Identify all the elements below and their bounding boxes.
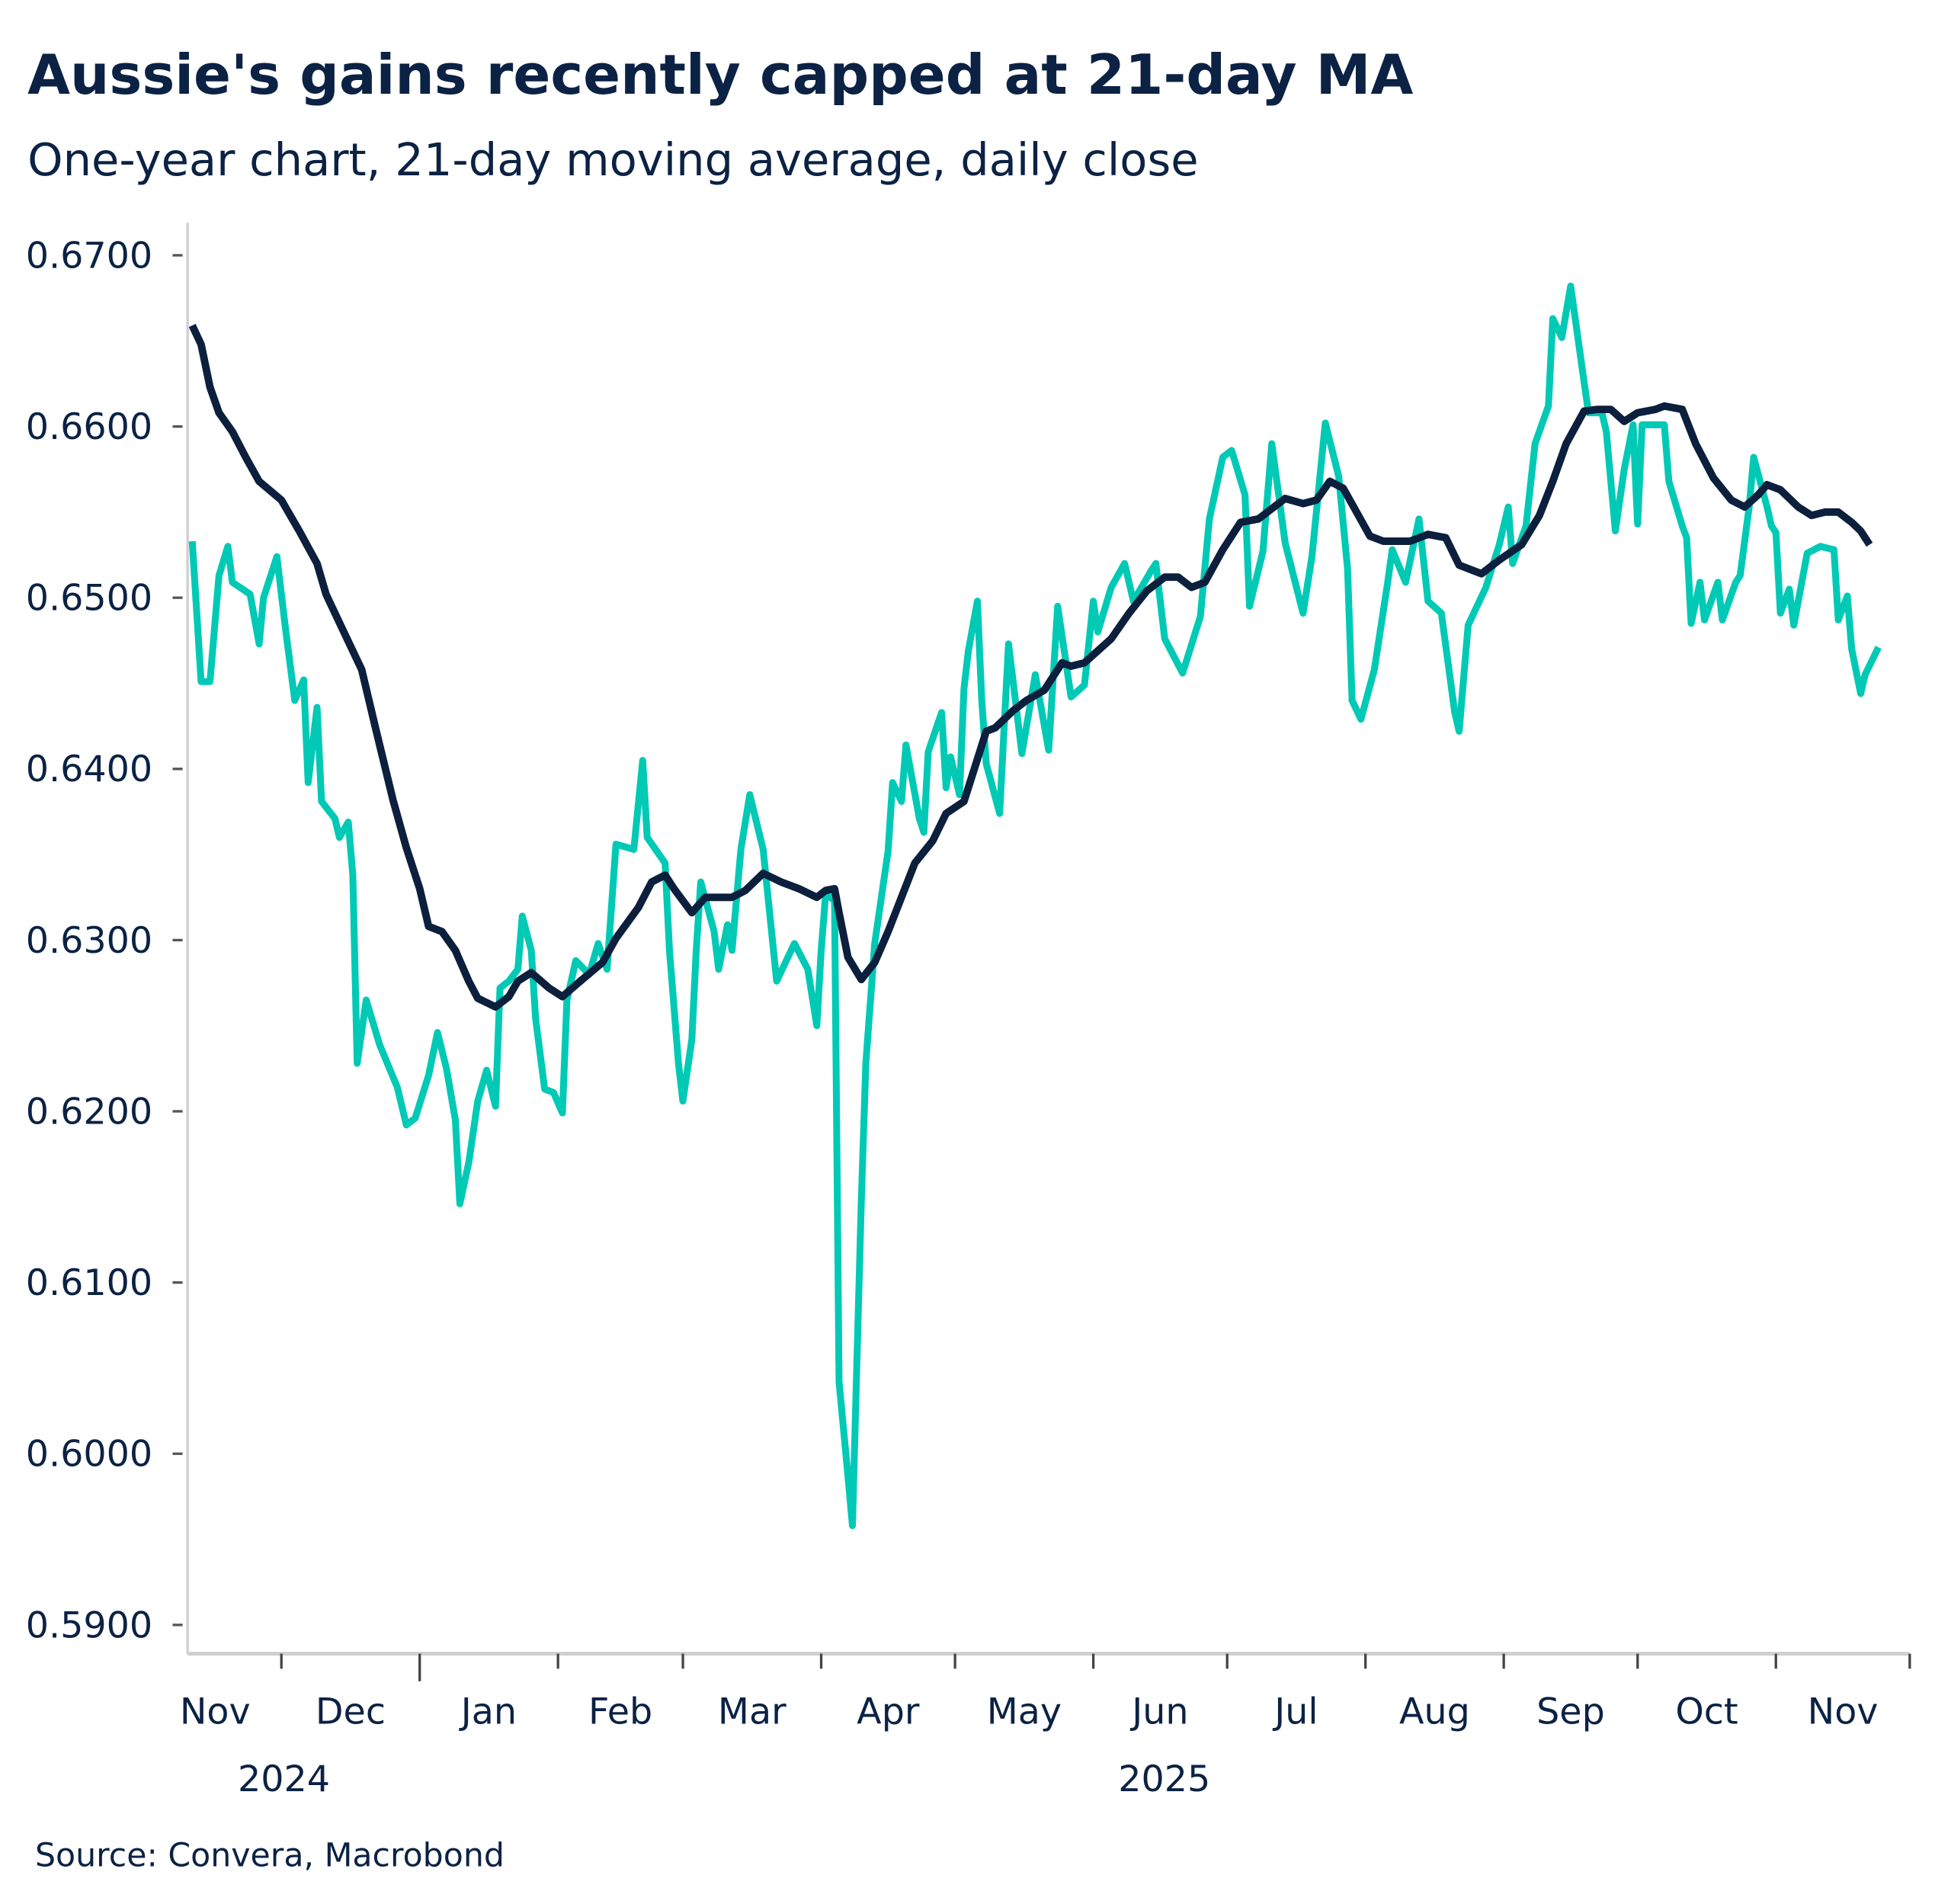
x-tick-label: Sep: [1536, 1691, 1605, 1733]
source-note: Source: Convera, Macrobond: [35, 1837, 505, 1875]
x-tick-label: Jun: [1129, 1691, 1188, 1733]
daily-close-line: [188, 282, 1882, 1530]
x-tick-label: Dec: [316, 1691, 386, 1733]
y-tick-label: 0.6100: [26, 1262, 152, 1304]
y-tick-label: 0.6700: [26, 235, 152, 277]
year-label: 2025: [1118, 1758, 1210, 1800]
x-tick-label: May: [987, 1691, 1062, 1733]
y-tick-label: 0.6500: [26, 578, 152, 620]
x-tick-label: Nov: [180, 1691, 251, 1733]
x-tick-label: Mar: [718, 1691, 786, 1733]
chart-subtitle: One-year chart, 21-day moving average, d…: [27, 133, 1198, 186]
x-tick-label: Aug: [1399, 1691, 1470, 1733]
x-tick-label: Jan: [459, 1691, 517, 1733]
series-lines: [188, 282, 1882, 1530]
y-tick-label: 0.5900: [26, 1604, 152, 1646]
y-tick-label: 0.6300: [26, 920, 152, 962]
x-tick-label: Jul: [1272, 1691, 1318, 1733]
year-label: 2024: [238, 1758, 330, 1800]
x-tick-label: Apr: [857, 1691, 920, 1733]
y-tick-label: 0.6400: [26, 748, 152, 790]
chart-title: Aussie's gains recently capped at 21-day…: [27, 43, 1413, 107]
y-tick-label: 0.6600: [26, 406, 152, 448]
y-tick-label: 0.6200: [26, 1091, 152, 1133]
y-tick-label: 0.6000: [26, 1434, 152, 1476]
x-tick-label: Feb: [588, 1691, 652, 1733]
x-tick-label: Nov: [1808, 1691, 1879, 1733]
axes: 0.6700 0.6600 0.6500 0.6400 0.6300 0.6200 0.61…: [26, 223, 1911, 1800]
x-tick-label: Oct: [1675, 1691, 1738, 1733]
moving-average-line: [188, 323, 1873, 1011]
